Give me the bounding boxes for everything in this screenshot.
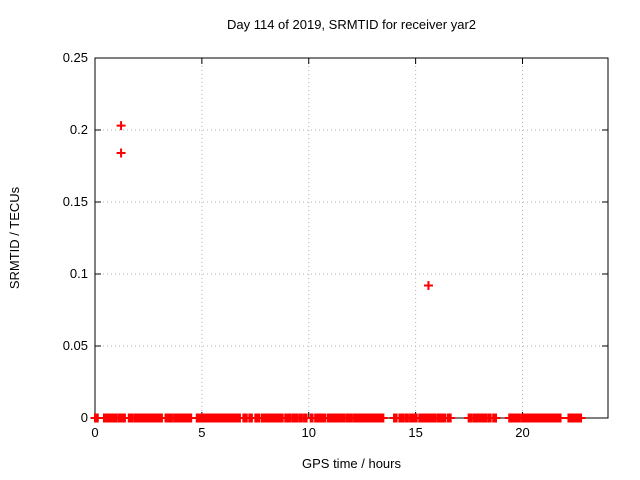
y-tick-label: 0.15 — [62, 194, 88, 209]
x-tick-label: 5 — [198, 425, 206, 440]
chart-title: Day 114 of 2019, SRMTID for receiver yar… — [226, 17, 477, 32]
plot-border — [94, 57, 609, 419]
x-tick-label: 10 — [301, 425, 316, 440]
x-axis-label: GPS time / hours — [302, 456, 401, 471]
data-point-marker — [116, 148, 126, 158]
y-tick-label: 0.2 — [69, 122, 88, 137]
y-tick-label: 0 — [80, 410, 88, 425]
y-tick-label: 0.25 — [62, 50, 88, 65]
y-tick-label: 0.05 — [62, 338, 88, 353]
y-tick-label: 0.1 — [69, 266, 88, 281]
x-tick-label: 20 — [515, 425, 530, 440]
data-point-marker — [423, 281, 433, 291]
baseline-markers — [90, 413, 586, 423]
x-tick-label: 15 — [408, 425, 423, 440]
data-point-marker — [116, 121, 126, 131]
x-tick-label: 0 — [91, 425, 99, 440]
